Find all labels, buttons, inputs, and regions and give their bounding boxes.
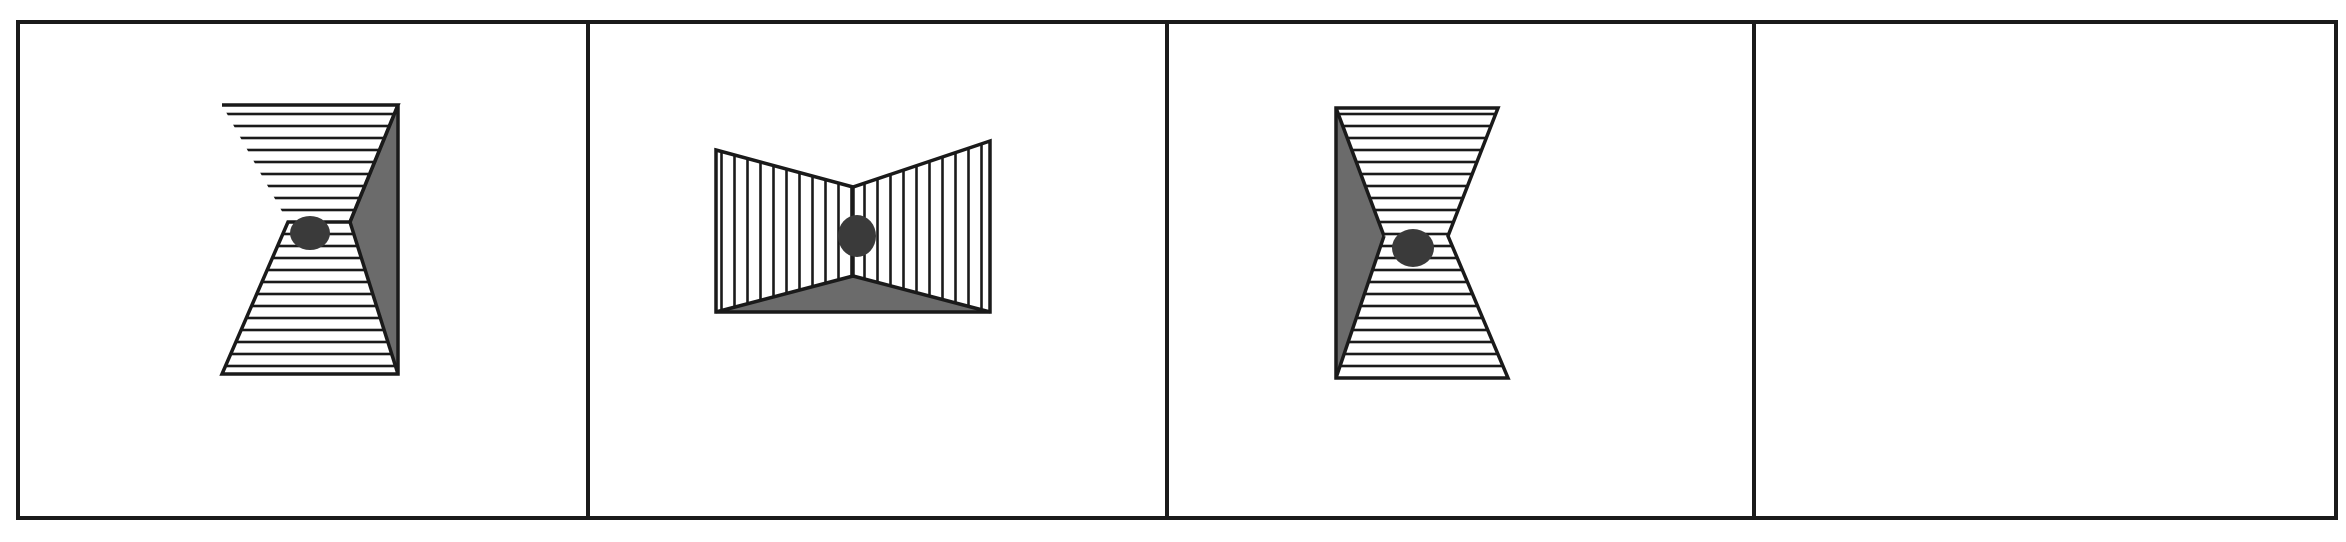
panel-4-answer-slot[interactable] bbox=[1756, 24, 2334, 516]
panel-1 bbox=[219, 103, 401, 376]
shaded-side bbox=[1336, 108, 1384, 378]
bowtie-figure bbox=[714, 138, 992, 314]
center-dot bbox=[838, 215, 876, 257]
hourglass-figure bbox=[1334, 106, 1511, 380]
center-dot bbox=[1392, 229, 1434, 267]
panel-3 bbox=[1334, 106, 1511, 380]
shaded-side bbox=[716, 276, 990, 312]
center-dot bbox=[290, 216, 330, 250]
hourglass-figure bbox=[219, 103, 401, 376]
panel-2 bbox=[714, 138, 992, 314]
shaded-side bbox=[350, 105, 398, 374]
